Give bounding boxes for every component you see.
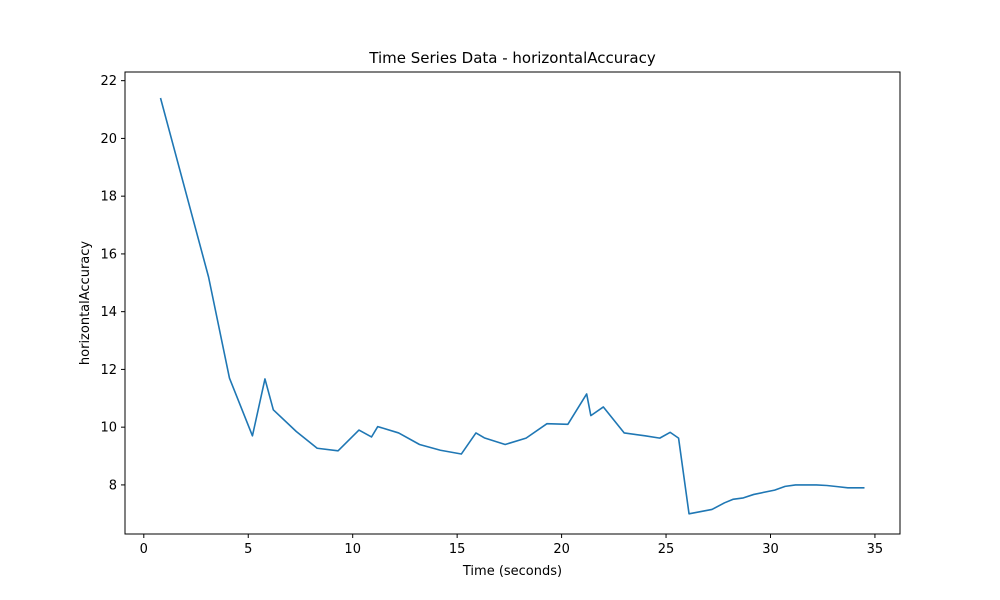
x-tick-label: 10 xyxy=(344,542,361,557)
y-tick-label: 20 xyxy=(100,132,117,147)
y-tick-label: 12 xyxy=(100,363,117,378)
x-axis-label: Time (seconds) xyxy=(462,564,562,579)
y-tick-label: 22 xyxy=(100,74,117,89)
y-tick-label: 14 xyxy=(100,305,117,320)
plot-area xyxy=(159,97,865,515)
y-tick-label: 16 xyxy=(100,247,117,262)
x-tick-label: 15 xyxy=(449,542,466,557)
x-tick-label: 35 xyxy=(867,542,884,557)
x-tick-label: 5 xyxy=(244,542,252,557)
x-tick-label: 25 xyxy=(658,542,675,557)
series-line xyxy=(159,97,865,515)
y-axis-label: horizontalAccuracy xyxy=(78,241,93,365)
x-tick-label: 30 xyxy=(762,542,779,557)
x-tick-label: 0 xyxy=(140,542,148,557)
x-axis: 0 5 10 15 20 25 30 35 xyxy=(140,534,884,557)
chart-title: Time Series Data - horizontalAccuracy xyxy=(368,49,656,67)
x-tick-label: 20 xyxy=(553,542,570,557)
y-axis: 8 10 12 14 16 18 20 22 xyxy=(100,74,125,493)
y-tick-label: 8 xyxy=(109,478,117,493)
y-tick-label: 18 xyxy=(100,190,117,205)
plot-frame xyxy=(124,71,901,535)
y-tick-label: 10 xyxy=(100,421,117,436)
